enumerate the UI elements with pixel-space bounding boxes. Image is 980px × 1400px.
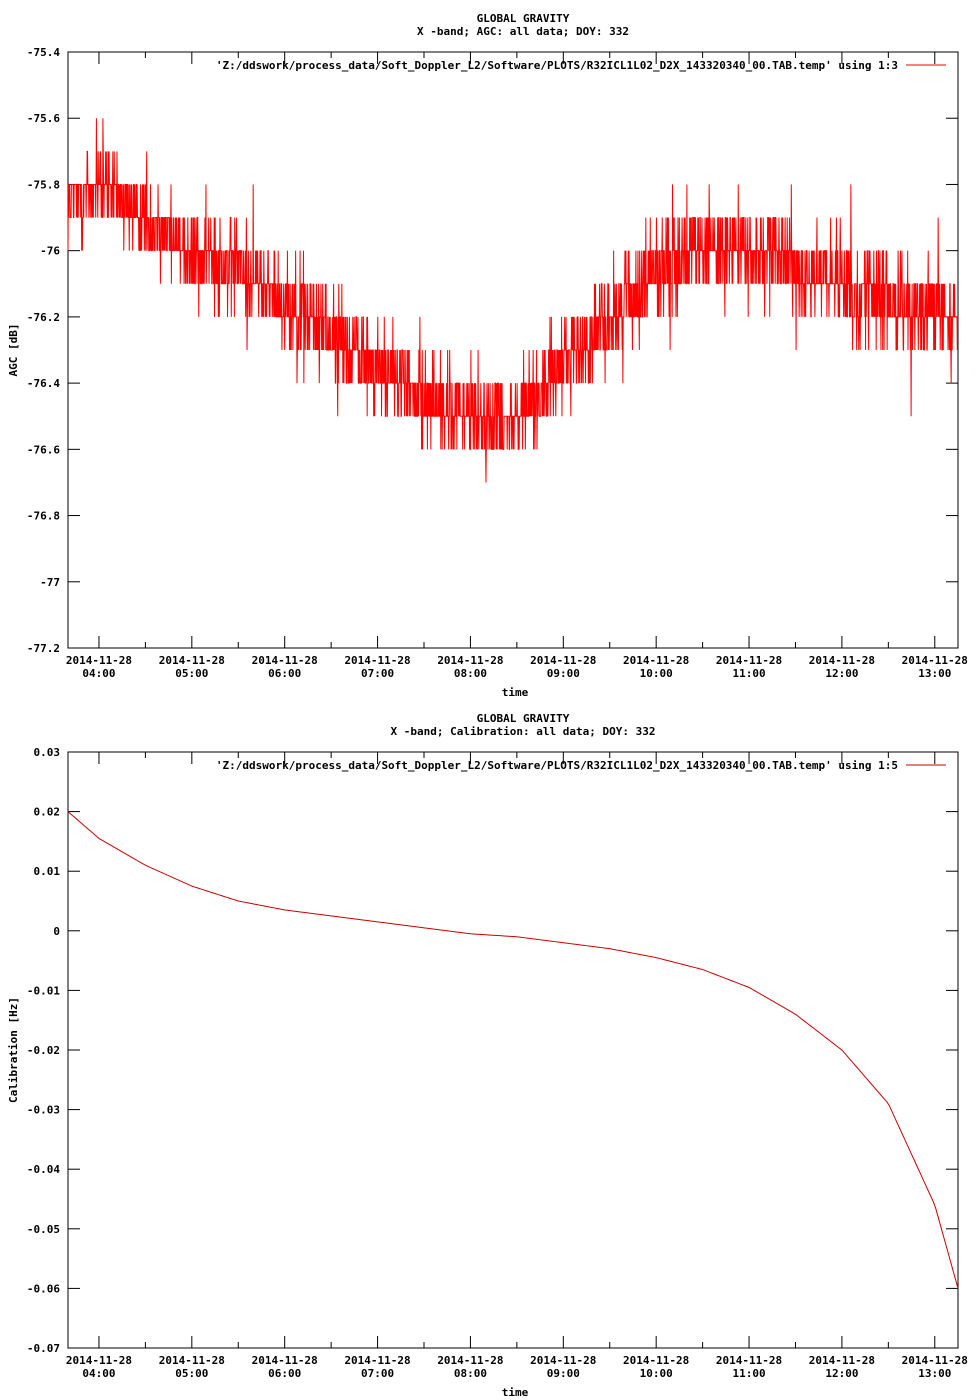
- x-tick-time: 13:00: [918, 1367, 951, 1380]
- x-tick-date: 2014-11-28: [344, 1354, 410, 1367]
- x-tick-time: 10:00: [640, 667, 673, 680]
- x-tick-date: 2014-11-28: [344, 654, 410, 667]
- x-tick-date: 2014-11-28: [252, 1354, 318, 1367]
- y-tick-label: -76.2: [27, 311, 60, 324]
- x-tick-date: 2014-11-28: [902, 654, 968, 667]
- y-tick-label: -0.06: [27, 1282, 60, 1295]
- x-tick-date: 2014-11-28: [159, 654, 225, 667]
- x-tick-date: 2014-11-28: [437, 1354, 503, 1367]
- x-tick-time: 07:00: [361, 667, 394, 680]
- x-tick-date: 2014-11-28: [66, 1354, 132, 1367]
- x-tick-date: 2014-11-28: [159, 1354, 225, 1367]
- x-tick-time: 11:00: [732, 1367, 765, 1380]
- y-tick-label: -76.6: [27, 443, 60, 456]
- x-tick-date: 2014-11-28: [530, 654, 596, 667]
- x-tick-date: 2014-11-28: [623, 1354, 689, 1367]
- y-tick-label: -77.2: [27, 642, 60, 655]
- x-tick-time: 06:00: [268, 1367, 301, 1380]
- x-tick-time: 05:00: [175, 1367, 208, 1380]
- x-tick-time: 11:00: [732, 667, 765, 680]
- y-tick-label: 0: [53, 925, 60, 938]
- x-tick-date: 2014-11-28: [623, 654, 689, 667]
- x-tick-date: 2014-11-28: [809, 654, 875, 667]
- x-tick-date: 2014-11-28: [902, 1354, 968, 1367]
- y-tick-label: -77: [40, 576, 60, 589]
- chart-subtitle: X -band; AGC: all data; DOY: 332: [417, 25, 629, 38]
- x-tick-time: 06:00: [268, 667, 301, 680]
- x-tick-time: 09:00: [547, 1367, 580, 1380]
- x-tick-date: 2014-11-28: [252, 654, 318, 667]
- chart-subtitle: X -band; Calibration: all data; DOY: 332: [391, 725, 656, 738]
- x-tick-date: 2014-11-28: [809, 1354, 875, 1367]
- y-tick-label: -0.01: [27, 984, 60, 997]
- x-tick-time: 09:00: [547, 667, 580, 680]
- y-tick-label: 0.03: [34, 746, 61, 759]
- x-tick-date: 2014-11-28: [66, 654, 132, 667]
- x-tick-time: 12:00: [825, 1367, 858, 1380]
- y-tick-label: -0.04: [27, 1163, 60, 1176]
- x-tick-time: 12:00: [825, 667, 858, 680]
- x-tick-date: 2014-11-28: [716, 654, 782, 667]
- y-tick-label: -0.07: [27, 1342, 60, 1355]
- legend-label: 'Z:/ddswork/process_data/Soft_Doppler_L2…: [216, 59, 898, 72]
- plot-frame: [67, 751, 959, 1349]
- y-axis-label: AGC [dB]: [7, 324, 20, 377]
- x-tick-time: 04:00: [82, 1367, 115, 1380]
- x-tick-time: 07:00: [361, 1367, 394, 1380]
- y-tick-label: -75.6: [27, 112, 60, 125]
- y-tick-label: -75.8: [27, 178, 60, 191]
- x-tick-time: 13:00: [918, 667, 951, 680]
- y-tick-label: -76.4: [27, 377, 60, 390]
- x-tick-time: 04:00: [82, 667, 115, 680]
- y-axis-label: Calibration [Hz]: [7, 997, 20, 1103]
- y-tick-label: 0.01: [34, 865, 61, 878]
- y-tick-label: -75.4: [27, 46, 60, 59]
- y-tick-label: -76.8: [27, 510, 60, 523]
- x-tick-date: 2014-11-28: [530, 1354, 596, 1367]
- series-line: [67, 811, 959, 1289]
- y-tick-label: -76: [40, 245, 60, 258]
- x-tick-date: 2014-11-28: [716, 1354, 782, 1367]
- x-tick-time: 10:00: [640, 1367, 673, 1380]
- x-tick-time: 05:00: [175, 667, 208, 680]
- y-tick-label: -0.05: [27, 1223, 60, 1236]
- x-tick-time: 08:00: [454, 667, 487, 680]
- legend-label: 'Z:/ddswork/process_data/Soft_Doppler_L2…: [216, 759, 898, 772]
- x-axis-label: time: [502, 1386, 529, 1399]
- plot-frame: [67, 51, 959, 649]
- y-tick-label: 0.02: [34, 806, 61, 819]
- chart-title: GLOBAL GRAVITY: [477, 712, 570, 725]
- y-tick-label: -0.02: [27, 1044, 60, 1057]
- series-line: [67, 118, 959, 483]
- y-tick-label: -0.03: [27, 1104, 60, 1117]
- chart-title: GLOBAL GRAVITY: [477, 12, 570, 25]
- x-tick-date: 2014-11-28: [437, 654, 503, 667]
- x-axis-label: time: [502, 686, 529, 699]
- x-tick-time: 08:00: [454, 1367, 487, 1380]
